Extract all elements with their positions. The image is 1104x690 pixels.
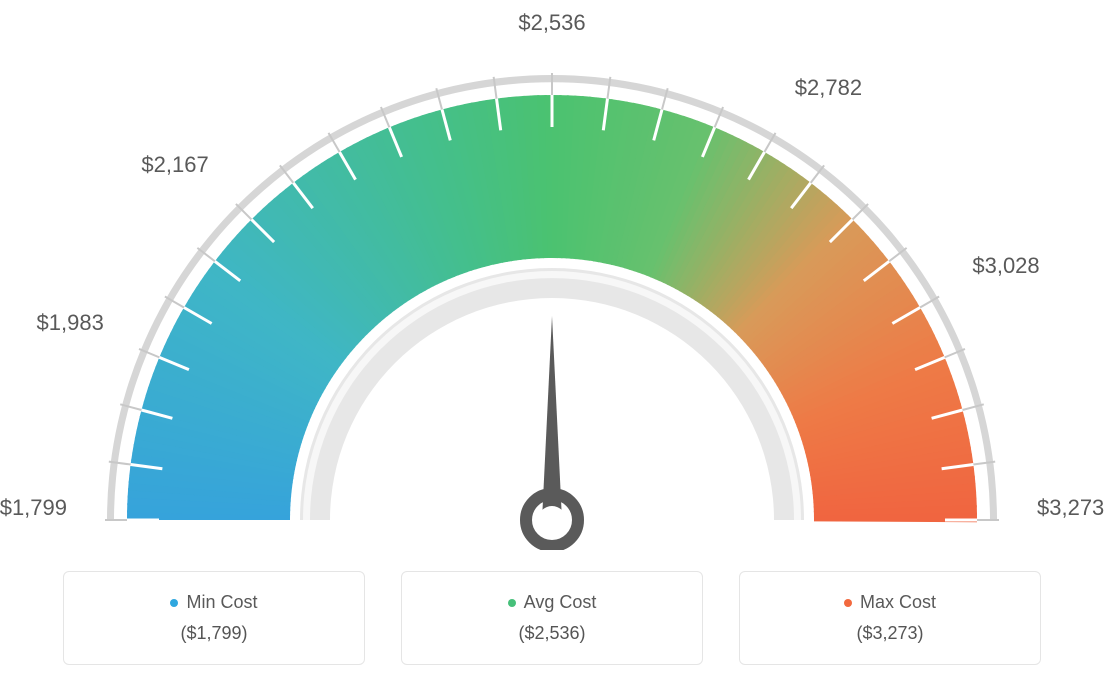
- legend-min-value: ($1,799): [180, 623, 247, 644]
- gauge-tick-label: $3,028: [972, 253, 1039, 279]
- legend-min-title: Min Cost: [170, 592, 257, 613]
- legend-avg-title: Avg Cost: [508, 592, 597, 613]
- legend-min-label: Min Cost: [186, 592, 257, 613]
- legend-max-value: ($3,273): [856, 623, 923, 644]
- legend-card-avg: Avg Cost ($2,536): [401, 571, 703, 665]
- legend-max-title: Max Cost: [844, 592, 936, 613]
- gauge-tick-label: $1,983: [37, 310, 104, 336]
- dot-icon: [508, 599, 516, 607]
- legend-avg-label: Avg Cost: [524, 592, 597, 613]
- gauge-tick-label: $2,167: [141, 152, 208, 178]
- dot-icon: [844, 599, 852, 607]
- legend-card-max: Max Cost ($3,273): [739, 571, 1041, 665]
- gauge-tick-label: $2,536: [518, 10, 585, 36]
- gauge-chart: $1,799 $1,983 $2,167 $2,536 $2,782 $3,028 $3,2…: [0, 0, 1104, 560]
- dot-icon: [170, 599, 178, 607]
- gauge-tick-label: $1,799: [0, 495, 67, 521]
- legend-row: Min Cost ($1,799) Avg Cost ($2,536) Max …: [63, 571, 1041, 665]
- legend-avg-value: ($2,536): [518, 623, 585, 644]
- legend-max-label: Max Cost: [860, 592, 936, 613]
- gauge-tick-label: $3,273: [1037, 495, 1104, 521]
- legend-card-min: Min Cost ($1,799): [63, 571, 365, 665]
- gauge-tick-label: $2,782: [795, 75, 862, 101]
- gauge-svg: [37, 50, 1067, 550]
